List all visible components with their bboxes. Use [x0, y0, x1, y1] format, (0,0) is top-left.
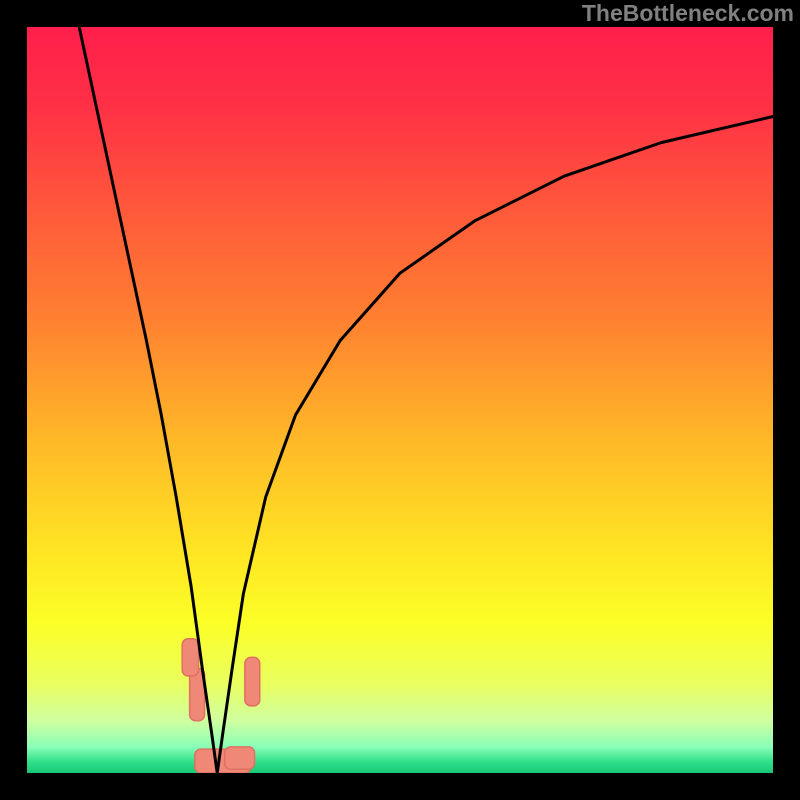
- watermark-text: TheBottleneck.com: [582, 0, 794, 27]
- marker-blob: [225, 747, 255, 769]
- marker-blob: [182, 639, 198, 676]
- curve-layer: [27, 27, 773, 773]
- marker-blob: [245, 657, 260, 705]
- chart-frame: TheBottleneck.com: [0, 0, 800, 800]
- plot-area: [27, 27, 773, 773]
